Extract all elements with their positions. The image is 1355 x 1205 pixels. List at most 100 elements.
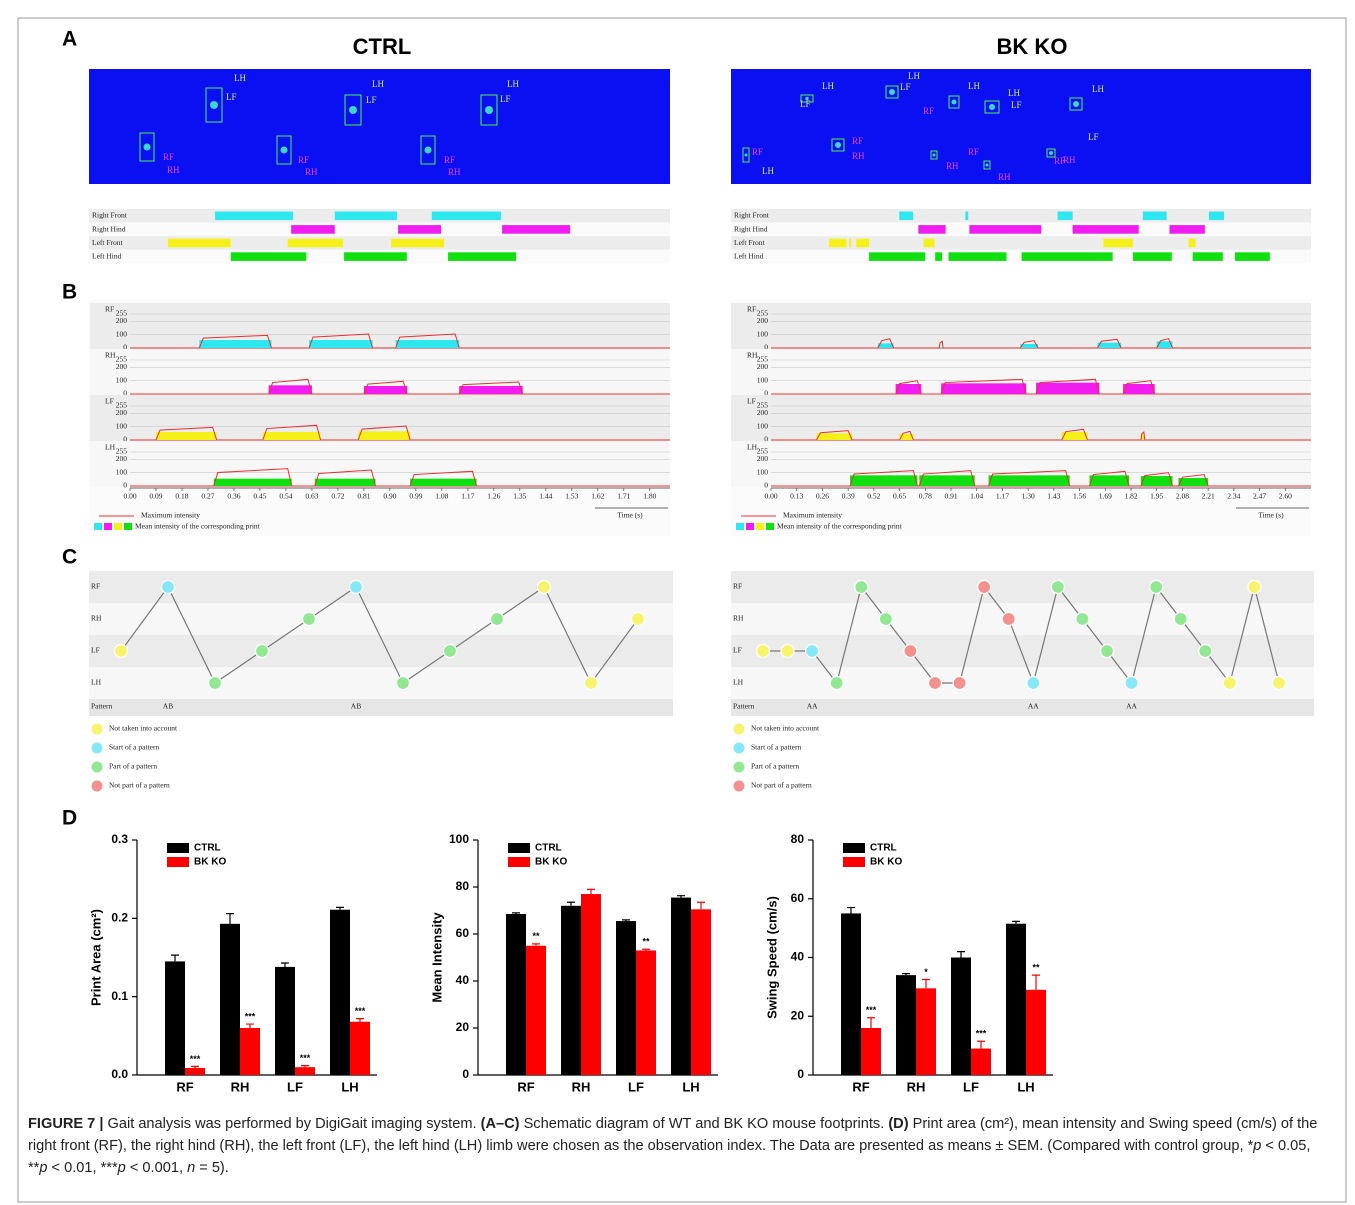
x-tick-label: 1.26 <box>487 492 500 501</box>
caption-run: FIGURE 7 | <box>28 1116 108 1132</box>
x-tick-label: 0.52 <box>867 492 880 501</box>
x-tick-label: 2.60 <box>1279 492 1292 501</box>
bar <box>185 1068 205 1075</box>
significance: ** <box>1032 963 1040 973</box>
bar <box>165 961 185 1075</box>
x-tick-label: 1.43 <box>1047 492 1060 501</box>
footprint-label: RH <box>305 167 318 177</box>
mean-intensity <box>410 479 476 486</box>
footprint-label: RF <box>752 147 763 157</box>
footfall <box>757 645 770 658</box>
legend-dot <box>91 780 103 792</box>
footprint-spot <box>933 154 936 157</box>
pattern-row-label: LF <box>91 646 100 655</box>
footprint-spot <box>952 100 957 105</box>
x-tick-label: 0.78 <box>919 492 932 501</box>
error-bar <box>191 1066 199 1068</box>
bar <box>581 894 601 1075</box>
x-tick-label: LH <box>1017 1079 1034 1094</box>
footfall <box>1101 645 1114 658</box>
stance-bar <box>502 225 570 234</box>
x-tick-label: 0.09 <box>149 492 162 501</box>
mean-intensity <box>941 383 1026 394</box>
legend-swatch <box>124 523 132 530</box>
footprint-spot <box>986 164 989 167</box>
legend-dot <box>733 723 745 735</box>
bar <box>841 913 861 1075</box>
y-tick-label: 100 <box>116 329 128 338</box>
legend-label: Not taken into account <box>109 724 178 733</box>
error-bar <box>587 889 595 894</box>
x-axis-label: Time (s) <box>1258 511 1284 520</box>
caption-run: = 5). <box>195 1160 229 1176</box>
footprint-label: LH <box>507 79 519 89</box>
stance-bar <box>344 252 407 261</box>
x-tick-label: LF <box>963 1079 979 1094</box>
y-tick-label: 80 <box>456 879 470 893</box>
y-tick-label: 255 <box>757 309 769 318</box>
track-label: Right Hind <box>92 224 126 233</box>
footfall <box>1273 677 1286 690</box>
footprint-spot <box>210 101 218 109</box>
y-tick-label: 100 <box>116 375 128 384</box>
track-label: Left Hind <box>734 252 764 261</box>
pattern-row-label: RH <box>733 614 744 623</box>
row-label: RF <box>747 305 756 314</box>
x-tick-label: 2.08 <box>1176 492 1189 501</box>
footprint-spot <box>889 89 895 95</box>
legend-max: Maximum intensity <box>141 511 200 520</box>
row-band <box>731 303 1311 349</box>
stance-bar <box>918 225 945 234</box>
pattern-row <box>731 571 1314 603</box>
x-tick-label: LH <box>682 1079 699 1094</box>
stance-bar <box>856 239 869 248</box>
stance-bar <box>1193 252 1223 261</box>
stance-bar <box>1209 212 1224 221</box>
stance-bar <box>168 239 231 248</box>
x-tick-label: RF <box>517 1079 534 1094</box>
legend-dot <box>91 723 103 735</box>
mean-intensity <box>396 340 460 348</box>
significance: *** <box>355 1006 366 1016</box>
pattern-label: AA <box>807 702 818 711</box>
pattern-row-label: RF <box>91 582 100 591</box>
footprint-spot <box>425 147 432 154</box>
x-tick-label: LF <box>628 1079 644 1094</box>
bar <box>350 1022 370 1075</box>
mean-intensity <box>269 385 312 394</box>
mean-intensity <box>156 432 217 440</box>
bar <box>671 898 691 1075</box>
y-tick-label: 255 <box>116 401 128 410</box>
y-tick-label: 100 <box>116 467 128 476</box>
mean-intensity <box>214 479 292 486</box>
y-tick-label: 0 <box>764 481 768 490</box>
error-bar <box>301 1066 309 1068</box>
stance-bar <box>869 252 925 261</box>
y-tick-label: 0 <box>797 1067 804 1081</box>
footfall <box>209 677 222 690</box>
x-tick-label: 0.65 <box>893 492 906 501</box>
significance: ** <box>642 937 650 947</box>
y-tick-label: 40 <box>791 950 805 964</box>
row-label: LH <box>105 443 116 452</box>
legend-label: Not taken into account <box>751 724 820 733</box>
bar <box>1026 990 1046 1075</box>
column-title: BK KO <box>997 34 1068 59</box>
error-bar <box>922 980 930 989</box>
bar <box>526 946 546 1075</box>
footprint-label: LF <box>366 95 377 105</box>
mean-intensity <box>1178 478 1208 486</box>
significance: *** <box>245 1011 256 1021</box>
pattern-label: AA <box>1126 702 1137 711</box>
footfall <box>303 613 316 626</box>
legend-dot <box>91 742 103 754</box>
x-tick-label: 1.30 <box>1022 492 1035 501</box>
stance-bar <box>935 252 942 261</box>
track-label: Right Hind <box>734 224 768 233</box>
stance-bar <box>398 225 441 234</box>
pattern-row <box>89 571 673 603</box>
panel-label: D <box>62 807 77 830</box>
error-bar <box>512 913 520 914</box>
x-tick-label: 1.82 <box>1124 492 1137 501</box>
footprint-label: LH <box>822 81 834 91</box>
